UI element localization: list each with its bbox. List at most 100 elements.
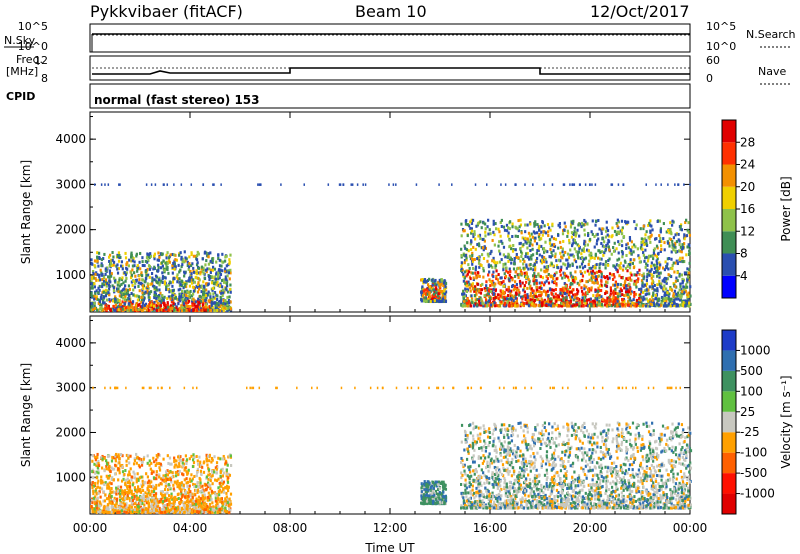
- echo-cell: [631, 261, 634, 265]
- echo-cell: [525, 265, 528, 269]
- echo-cell: [616, 295, 620, 299]
- echo-cell: [141, 294, 144, 298]
- echo-cell: [570, 290, 573, 294]
- echo-cell: [579, 265, 582, 269]
- echo-cell: [607, 258, 610, 262]
- echo-cell: [551, 302, 554, 306]
- echo-cell: [126, 289, 130, 293]
- echo-cell: [554, 287, 557, 291]
- echo-cell: [155, 279, 158, 283]
- echo-cell: [505, 223, 509, 227]
- echo-cell: [566, 252, 570, 256]
- echo-cell: [540, 298, 543, 302]
- echo-cell: [627, 262, 630, 266]
- echo-cell: [143, 306, 146, 310]
- echo-cell: [175, 306, 178, 310]
- echo-cell: [619, 229, 622, 233]
- echo-cell: [571, 282, 574, 286]
- echo-cell: [91, 294, 94, 298]
- echo-cell: [228, 308, 231, 312]
- echo-cell: [99, 268, 102, 272]
- echo-cell: [606, 242, 609, 246]
- echo-cell: [572, 219, 575, 223]
- echo-cell: [162, 308, 165, 312]
- echo-cell: [663, 293, 666, 297]
- echo-cell: [614, 291, 617, 295]
- echo-cell: [486, 225, 489, 229]
- echo-cell: [146, 284, 150, 288]
- echo-cell: [597, 286, 600, 290]
- echo-cell: [204, 305, 207, 309]
- echo-cell: [506, 270, 510, 274]
- echo-cell: [98, 275, 101, 279]
- echo-cell: [435, 299, 438, 303]
- echo-cell: [656, 298, 659, 302]
- echo-cell: [207, 255, 210, 259]
- range-line-cell: [162, 183, 165, 186]
- echo-cell: [166, 488, 170, 492]
- echo-cell: [152, 304, 156, 308]
- echo-cell: [604, 276, 607, 280]
- echo-cell: [174, 470, 178, 474]
- echo-cell: [581, 221, 584, 225]
- echo-cell: [550, 251, 553, 255]
- range-line-cell: [551, 183, 554, 186]
- echo-cell: [574, 277, 578, 281]
- echo-cell: [643, 256, 647, 260]
- echo-cell: [112, 289, 116, 293]
- echo-cell: [562, 239, 565, 243]
- echo-cell: [612, 249, 616, 253]
- echo-cell: [96, 257, 99, 261]
- echo-cell: [591, 271, 595, 275]
- echo-cell: [520, 272, 524, 276]
- echo-cell: [653, 263, 657, 267]
- echo-cell: [131, 308, 135, 312]
- echo-cell: [647, 256, 650, 260]
- echo-cell: [626, 220, 629, 224]
- echo-cell: [135, 278, 138, 282]
- echo-cell: [217, 257, 220, 261]
- echo-cell: [494, 295, 497, 299]
- echo-cell: [109, 272, 112, 276]
- echo-cell: [91, 308, 95, 312]
- echo-cell: [104, 280, 107, 284]
- echo-cell: [614, 301, 617, 305]
- echo-cell: [606, 229, 610, 233]
- echo-cell: [213, 301, 216, 305]
- echo-cell: [111, 307, 115, 311]
- echo-cell: [532, 264, 535, 268]
- echo-cell: [563, 288, 566, 292]
- echo-cell: [472, 233, 475, 237]
- echo-cell: [183, 260, 186, 264]
- echo-cell: [542, 250, 546, 254]
- echo-cell: [495, 296, 499, 300]
- echo-cell: [572, 254, 575, 258]
- echo-cell: [545, 269, 549, 273]
- echo-cell: [648, 273, 651, 277]
- echo-cell: [633, 279, 636, 283]
- echo-cell: [130, 303, 133, 307]
- range-line-cell: [655, 183, 657, 186]
- echo-cell: [673, 304, 676, 308]
- echo-cell: [678, 243, 681, 247]
- echo-cell: [543, 301, 547, 305]
- echo-cell: [503, 272, 506, 276]
- echo-cell: [479, 296, 482, 300]
- echo-cell: [588, 278, 591, 282]
- echo-cell: [583, 249, 586, 253]
- echo-cell: [108, 279, 111, 283]
- echo-cell: [541, 254, 544, 258]
- echo-cell: [527, 277, 530, 281]
- echo-cell: [594, 279, 597, 283]
- echo-cell: [153, 265, 156, 269]
- echo-cell: [561, 288, 564, 292]
- echo-cell: [642, 253, 645, 257]
- echo-cell: [535, 242, 539, 246]
- echo-cell: [608, 248, 611, 252]
- echo-cell: [504, 297, 507, 301]
- echo-cell: [141, 264, 144, 268]
- range-line-cell: [451, 183, 453, 186]
- echo-cell: [192, 453, 195, 457]
- echo-cell: [663, 248, 666, 252]
- echo-cell: [160, 482, 163, 486]
